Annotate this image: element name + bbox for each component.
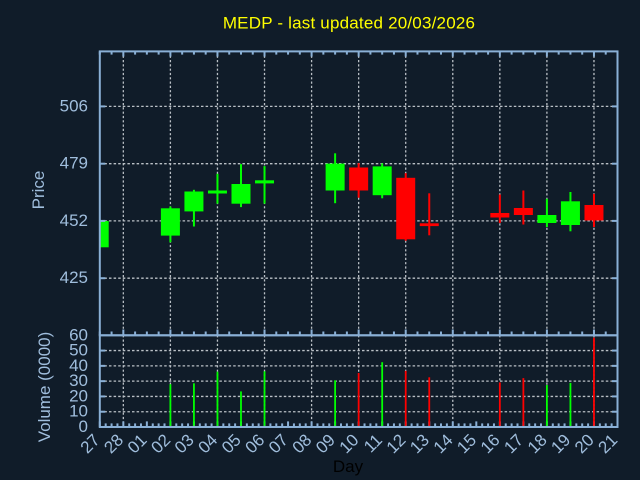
svg-text:452: 452	[60, 211, 88, 230]
svg-text:506: 506	[60, 96, 88, 115]
svg-text:479: 479	[60, 154, 88, 173]
svg-text:60: 60	[69, 325, 88, 344]
svg-text:50: 50	[69, 341, 88, 360]
svg-text:Day: Day	[333, 457, 364, 476]
svg-text:MEDP - last updated 20/03/2026: MEDP - last updated 20/03/2026	[223, 14, 475, 33]
svg-text:Volume (0000): Volume (0000)	[35, 332, 54, 443]
svg-text:10: 10	[69, 402, 88, 421]
svg-text:0: 0	[79, 417, 88, 436]
svg-text:425: 425	[60, 268, 88, 287]
svg-text:40: 40	[69, 356, 88, 375]
svg-text:Price: Price	[29, 171, 48, 210]
svg-text:20: 20	[69, 386, 88, 405]
svg-text:30: 30	[69, 371, 88, 390]
